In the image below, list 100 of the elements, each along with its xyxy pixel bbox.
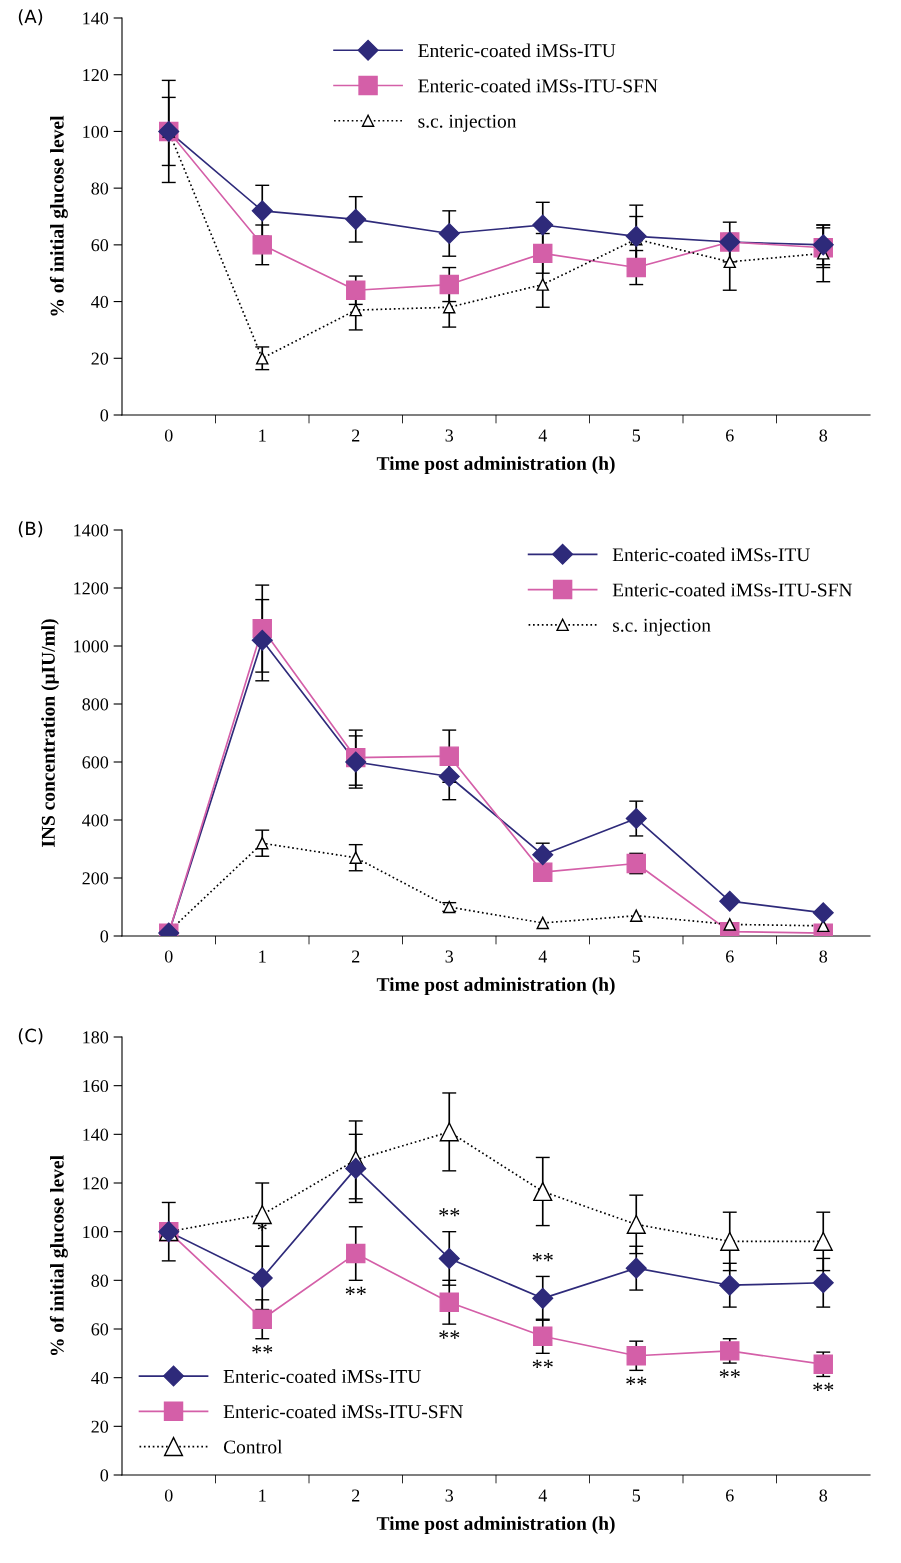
point <box>719 890 741 912</box>
point <box>251 1267 273 1289</box>
point <box>720 1341 740 1361</box>
x-tick-label: 2 <box>352 429 360 442</box>
annotation: ** <box>439 1330 460 1339</box>
x-tick-label: 1 <box>259 950 266 963</box>
x-tick-label: 8 <box>819 429 828 442</box>
x-tick-label: 4 <box>538 950 547 963</box>
x-tick-label: 4 <box>538 429 547 442</box>
point <box>251 200 273 222</box>
x-tick-label: 1 <box>259 1489 266 1502</box>
y-tick-label: 400 <box>82 814 109 827</box>
annotation: ** <box>532 1252 553 1262</box>
y-tick-label: 140 <box>83 1128 109 1141</box>
x-axis-title: Time post administration (h) <box>376 977 615 996</box>
y-tick-label: 180 <box>83 1031 109 1044</box>
y-tick-label: 60 <box>91 239 109 252</box>
x-tick-label: 5 <box>632 950 641 963</box>
x-tick-label: 2 <box>352 1489 360 1502</box>
point <box>439 746 459 766</box>
y-tick-label: 800 <box>82 698 109 711</box>
point <box>345 751 367 773</box>
point <box>346 280 366 300</box>
y-tick-label: 0 <box>100 1469 109 1482</box>
chart-title: (B) <box>18 521 43 538</box>
point <box>349 303 363 317</box>
chart-title: (A) <box>18 9 43 26</box>
x-tick-label: 0 <box>164 1489 173 1502</box>
legend-label: Enteric-coated iMSs-ITU <box>418 43 616 58</box>
annotation: ** <box>813 1382 834 1392</box>
point <box>345 1157 367 1179</box>
point <box>723 918 737 931</box>
legend-label: Enteric-coated iMSs-ITU <box>223 1369 421 1384</box>
x-axis-title: Time post administration (h) <box>376 1516 615 1535</box>
legend-label: Enteric-coated iMSs-ITU <box>612 547 810 562</box>
x-tick-label: 1 <box>259 429 266 442</box>
legend-label: Control <box>223 1439 283 1454</box>
y-tick-label: 200 <box>82 872 109 885</box>
point <box>626 1346 646 1366</box>
point <box>439 274 459 295</box>
y-tick-label: 40 <box>91 1371 109 1385</box>
x-tick-label: 6 <box>726 1489 734 1502</box>
point <box>255 352 269 365</box>
y-tick-label: 120 <box>83 1177 109 1190</box>
y-tick-label: 100 <box>83 1225 109 1239</box>
point <box>625 1257 647 1279</box>
annotation: ** <box>252 1345 273 1354</box>
point <box>533 1326 553 1347</box>
point <box>812 902 834 924</box>
x-axis-title: Time post administration (h) <box>376 456 615 475</box>
point <box>439 1292 459 1312</box>
x-tick-label: 5 <box>632 1489 641 1502</box>
point <box>719 1274 741 1296</box>
y-tick-label: 100 <box>83 125 109 138</box>
y-tick-label: 20 <box>91 1420 109 1433</box>
chart-title: (C) <box>18 1028 43 1045</box>
y-tick-label: 40 <box>91 295 109 309</box>
x-tick-label: 0 <box>164 429 173 442</box>
point <box>625 225 647 247</box>
annotation: ** <box>345 1286 366 1295</box>
y-tick-label: 0 <box>100 930 109 943</box>
point <box>532 214 554 236</box>
annotation: ** <box>439 1208 460 1217</box>
point <box>345 208 367 230</box>
legend-label: Enteric-coated iMSs-ITU-SFN <box>418 78 658 93</box>
point <box>626 257 646 278</box>
y-axis-title: INS concentration (μIU/ml) <box>41 619 59 847</box>
point <box>629 909 643 922</box>
legend-label: s.c. injection <box>613 618 711 636</box>
point <box>532 1287 554 1309</box>
y-tick-label: 0 <box>100 409 109 422</box>
point <box>625 808 647 830</box>
y-tick-label: 60 <box>91 1323 109 1336</box>
point <box>438 222 460 245</box>
legend-label: s.c. injection <box>418 114 517 132</box>
point <box>439 1122 459 1142</box>
point <box>626 1214 646 1234</box>
x-tick-label: 8 <box>819 950 828 963</box>
annotation: ** <box>532 1359 553 1368</box>
legend-label: Enteric-coated iMSs-ITU-SFN <box>223 1404 463 1419</box>
point <box>252 1205 272 1225</box>
x-tick-label: 8 <box>819 1489 828 1502</box>
x-tick-label: 0 <box>164 950 173 963</box>
y-tick-label: 160 <box>83 1079 109 1093</box>
point <box>252 1309 272 1329</box>
x-tick-label: 4 <box>538 1489 547 1502</box>
point <box>252 235 272 255</box>
point <box>813 1231 833 1251</box>
point <box>533 243 553 264</box>
x-tick-label: 3 <box>445 1489 454 1502</box>
y-tick-label: 20 <box>91 352 109 365</box>
y-tick-label: 120 <box>83 68 109 82</box>
point <box>533 862 553 882</box>
y-axis-title: % of initial glucose level <box>49 1155 68 1355</box>
point <box>251 629 273 651</box>
point <box>349 851 363 864</box>
y-tick-label: 1400 <box>74 524 109 537</box>
legend-label: Enteric-coated iMSs-ITU-SFN <box>612 582 853 597</box>
point <box>536 916 550 930</box>
point <box>346 1243 366 1264</box>
